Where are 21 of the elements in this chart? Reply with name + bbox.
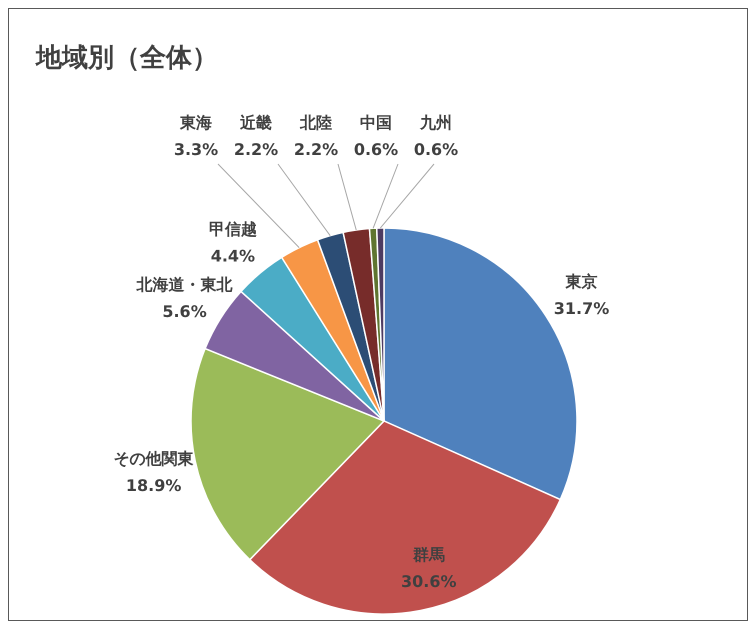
data-label: 0.6% xyxy=(414,140,458,159)
data-label: 0.6% xyxy=(354,140,398,159)
data-label: 5.6% xyxy=(162,302,207,321)
slice-label: その他関東 xyxy=(114,448,195,468)
data-label: 2.2% xyxy=(234,140,278,159)
chart-title: 地域別（全体） xyxy=(35,43,218,73)
slice-label: 北海道・東北 xyxy=(136,274,234,294)
data-label: 4.4% xyxy=(210,246,256,266)
slice-label: 東海 xyxy=(179,113,212,132)
slice-label: 甲信越 xyxy=(208,219,257,238)
slice-label: 東京 xyxy=(564,272,598,291)
data-label: 3.3% xyxy=(174,140,218,159)
slice-label: 北陸 xyxy=(299,113,332,132)
slice-label: 中国 xyxy=(360,113,392,132)
data-label: 2.2% xyxy=(294,140,338,159)
slice-label: 九州 xyxy=(419,113,452,132)
slice-label: 群馬 xyxy=(412,545,445,564)
data-label: 18.9% xyxy=(126,476,182,495)
data-label: 31.7% xyxy=(554,298,610,318)
data-label: 30.6% xyxy=(401,572,457,591)
slice-label: 近畿 xyxy=(239,113,272,132)
